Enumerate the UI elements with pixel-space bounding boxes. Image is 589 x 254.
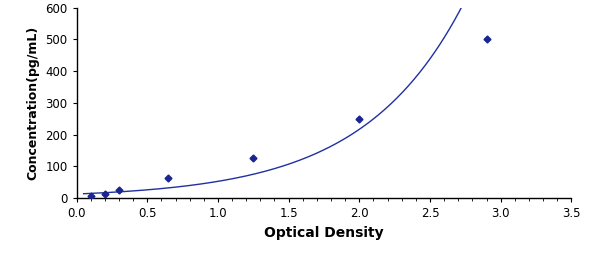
Y-axis label: Concentration(pg/mL): Concentration(pg/mL) bbox=[27, 26, 39, 180]
X-axis label: Optical Density: Optical Density bbox=[264, 226, 384, 240]
